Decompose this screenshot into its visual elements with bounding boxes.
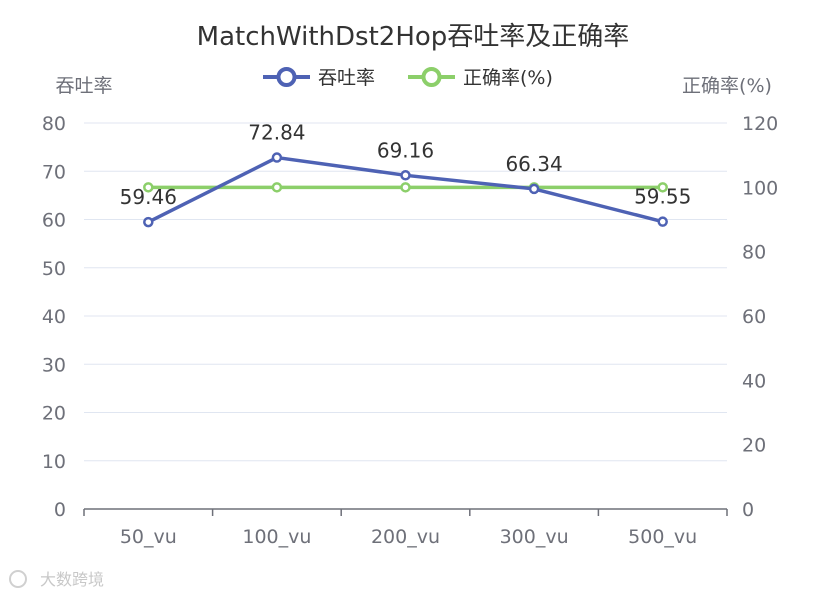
data-label-throughput: 72.84 [248,121,305,145]
legend-label-accuracy: 正确率(%) [463,67,553,89]
right-axis-ticks: 0 20 40 60 80 100 120 [742,113,778,521]
x-tick-label: 50_vu [120,526,177,548]
data-point-accuracy [657,182,668,193]
right-tick-label: 80 [742,242,766,264]
x-tick-label: 200_vu [371,526,440,548]
x-tick-label: 300_vu [500,526,569,548]
data-label-throughput: 59.46 [120,185,177,209]
right-axis-name: 正确率(%) [682,75,772,97]
legend[interactable]: 吞吐率 正确率(%) [263,67,553,89]
data-point-throughput [271,152,283,163]
right-tick-label: 40 [742,370,766,392]
legend-marker-accuracy [421,67,442,87]
left-tick-label: 50 [42,258,66,280]
series-throughput: 59.46 72.84 69.16 66.34 59.55 [120,121,691,228]
data-point-throughput [400,170,411,181]
left-tick-label: 0 [54,499,66,521]
right-tick-label: 100 [742,177,778,199]
data-point-accuracy [400,182,411,193]
left-axis-ticks: 0 10 20 30 40 50 60 70 80 [42,113,66,521]
left-tick-label: 40 [42,306,66,328]
watermark-logo-icon [9,570,27,588]
right-tick-label: 120 [742,113,778,135]
x-tick-label: 500_vu [628,526,697,548]
right-tick-label: 60 [742,306,766,328]
watermark-text: 大数跨境 [40,570,104,589]
legend-marker-throughput [276,67,297,87]
legend-item-accuracy[interactable]: 正确率(%) [408,67,553,89]
axes [83,508,728,516]
left-axis-name: 吞吐率 [55,75,112,97]
series-layer: 59.46 72.84 69.16 66.34 59.55 [120,121,691,228]
data-point-accuracy [143,182,154,193]
x-axis-ticks: 50_vu 100_vu 200_vu 300_vu 500_vu [120,526,697,548]
left-tick-label: 80 [42,113,66,135]
data-label-throughput: 59.55 [634,185,691,209]
left-tick-label: 30 [42,354,66,376]
data-point-accuracy [271,182,283,193]
data-point-throughput [143,216,154,228]
x-tick-label: 100_vu [242,526,311,548]
data-label-throughput: 66.34 [505,152,562,176]
right-tick-label: 0 [742,499,754,521]
left-tick-label: 10 [42,451,66,473]
left-tick-label: 70 [42,161,66,183]
chart-title: MatchWithDst2Hop吞吐率及正确率 [197,22,630,52]
watermark: 大数跨境 [9,570,104,589]
legend-label-throughput: 吞吐率 [318,67,375,89]
legend-item-throughput[interactable]: 吞吐率 [263,67,375,89]
right-tick-label: 20 [742,435,766,457]
data-point-throughput [657,216,668,227]
data-label-throughput: 69.16 [377,138,434,162]
data-point-throughput [528,183,540,195]
left-tick-label: 20 [42,403,66,425]
left-tick-label: 60 [42,210,66,232]
